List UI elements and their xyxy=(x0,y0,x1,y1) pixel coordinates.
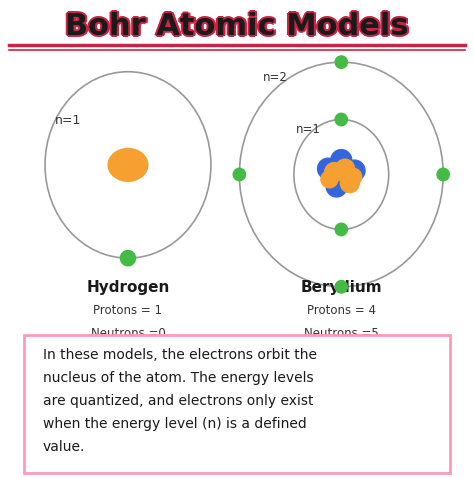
Text: when the energy level (n) is a defined: when the energy level (n) is a defined xyxy=(43,417,306,431)
Circle shape xyxy=(233,168,246,181)
Circle shape xyxy=(340,174,359,193)
Circle shape xyxy=(335,113,347,126)
Circle shape xyxy=(120,250,136,266)
Circle shape xyxy=(437,168,449,181)
Circle shape xyxy=(335,56,347,68)
Circle shape xyxy=(336,159,355,178)
Text: Hydrogen: Hydrogen xyxy=(86,280,170,294)
Text: n=1: n=1 xyxy=(296,123,321,136)
Circle shape xyxy=(345,168,362,185)
Text: Neutrons =0: Neutrons =0 xyxy=(91,327,165,340)
Circle shape xyxy=(331,150,352,171)
Text: Bohr Atomic Models: Bohr Atomic Models xyxy=(64,13,407,43)
Circle shape xyxy=(335,281,347,293)
Text: n=2: n=2 xyxy=(263,71,288,84)
Text: Bohr Atomic Models: Bohr Atomic Models xyxy=(67,11,410,40)
Circle shape xyxy=(335,223,347,236)
Text: Bohr Atomic Models: Bohr Atomic Models xyxy=(65,14,409,43)
Text: Bohr Atomic Models: Bohr Atomic Models xyxy=(65,12,409,41)
Text: Neutrons =5: Neutrons =5 xyxy=(304,327,379,340)
Text: Protons = 4: Protons = 4 xyxy=(307,304,376,317)
Text: Protons = 1: Protons = 1 xyxy=(93,304,163,317)
Text: Bohr Atomic Models: Bohr Atomic Models xyxy=(64,11,407,40)
Text: Bohr Atomic Models: Bohr Atomic Models xyxy=(67,12,410,41)
Circle shape xyxy=(326,176,347,197)
Circle shape xyxy=(321,171,338,188)
Text: Electrons = 4: Electrons = 4 xyxy=(301,349,381,362)
Ellipse shape xyxy=(108,149,148,181)
Text: value.: value. xyxy=(43,440,85,454)
Circle shape xyxy=(325,163,344,182)
Text: Bohr Atomic Models: Bohr Atomic Models xyxy=(67,13,410,43)
Text: Bohr Atomic Models: Bohr Atomic Models xyxy=(64,12,407,41)
Text: Energy levels = 1: Energy levels = 1 xyxy=(76,372,180,385)
Text: Bohr Atomic Models: Bohr Atomic Models xyxy=(65,10,409,39)
Text: nucleus of the atom. The energy levels: nucleus of the atom. The energy levels xyxy=(43,371,313,385)
Circle shape xyxy=(344,160,365,181)
Text: are quantized, and electrons only exist: are quantized, and electrons only exist xyxy=(43,394,313,408)
Text: In these models, the electrons orbit the: In these models, the electrons orbit the xyxy=(43,348,317,362)
Text: n=1: n=1 xyxy=(55,114,81,127)
Text: Energy levels = 2: Energy levels = 2 xyxy=(289,372,393,385)
Text: Electrons = 1: Electrons = 1 xyxy=(88,349,168,362)
Circle shape xyxy=(318,158,338,179)
FancyBboxPatch shape xyxy=(24,335,450,473)
Text: Beryllium: Beryllium xyxy=(301,280,382,294)
